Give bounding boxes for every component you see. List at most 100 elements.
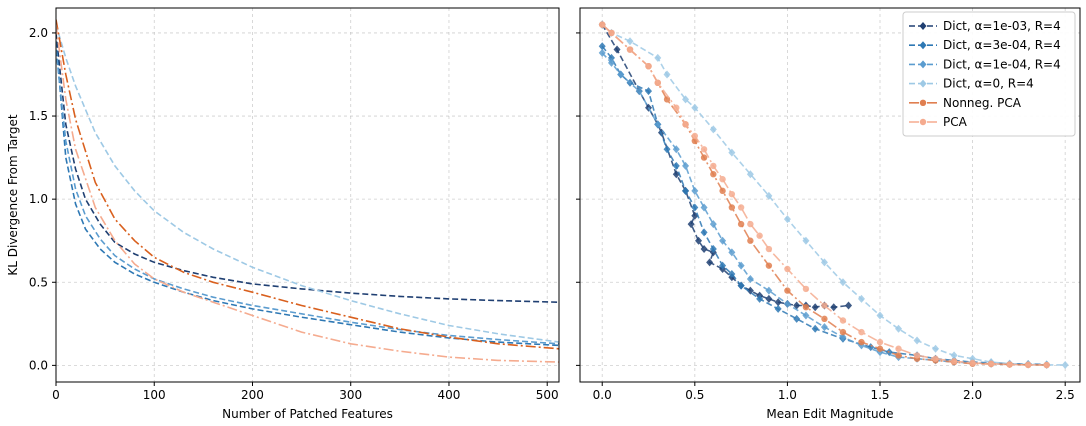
data-point <box>728 148 736 157</box>
y-tick-label: 0.0 <box>29 358 48 372</box>
data-point <box>709 220 717 229</box>
data-point <box>811 303 819 312</box>
legend-label: PCA <box>943 115 968 129</box>
data-point <box>857 294 865 303</box>
legend: Dict, α=1e-03, R=4 Dict, α=3e-04, R=4 Dict… <box>902 11 1076 137</box>
data-point <box>691 103 699 112</box>
series-line-1 <box>56 32 559 303</box>
data-point <box>765 245 773 253</box>
data-point <box>895 324 903 333</box>
data-point <box>783 215 791 224</box>
data-point <box>737 204 745 211</box>
data-point <box>599 21 606 28</box>
data-point <box>746 170 754 179</box>
data-point <box>746 274 754 283</box>
series-line-3 <box>56 49 559 345</box>
data-point <box>821 315 828 323</box>
legend-label: Dict, α=1e-04, R=4 <box>943 57 1061 71</box>
data-point <box>783 299 791 308</box>
data-point <box>626 46 634 53</box>
legend-marker <box>919 79 927 88</box>
axes-frame <box>55 7 560 383</box>
data-point <box>709 245 717 254</box>
data-point <box>821 302 828 309</box>
data-point <box>876 311 884 320</box>
legend-label: Dict, α=0, R=4 <box>943 77 1034 91</box>
data-point <box>617 70 625 79</box>
data-point <box>913 352 921 359</box>
data-point <box>719 236 727 245</box>
x-tick-label: 2.5 <box>1056 388 1075 402</box>
data-point <box>645 87 653 96</box>
data-point <box>1024 361 1032 369</box>
x-tick-label: 1.0 <box>778 388 797 402</box>
data-point <box>756 232 763 239</box>
data-point <box>830 303 838 312</box>
data-point <box>598 48 606 57</box>
data-point <box>1006 361 1013 368</box>
axes-panel-1: 0 100 200 300 400 500 0.0 0.5 1.0 1.5 2.0 Number of… <box>6 7 560 421</box>
plot-area <box>56 19 559 363</box>
y-tick-label: 2.0 <box>29 26 48 40</box>
data-point <box>839 278 847 287</box>
data-point <box>784 287 791 294</box>
data-point <box>635 87 643 96</box>
data-point <box>613 45 621 54</box>
axes-panel-2: 0.0 0.5 1.0 1.5 2.0 2.5 Mean Edit Magnitude Dic… <box>576 7 1081 421</box>
series-line-1 <box>601 24 849 309</box>
data-point <box>626 37 634 46</box>
data-point <box>710 162 717 170</box>
data-point <box>867 343 875 352</box>
data-point <box>672 161 680 170</box>
data-point <box>987 360 995 367</box>
data-point <box>663 145 671 154</box>
data-point <box>858 328 865 336</box>
data-point <box>820 258 828 267</box>
data-point <box>700 146 708 153</box>
data-point <box>950 351 958 360</box>
x-tick-label: 200 <box>241 388 264 402</box>
data-point <box>774 304 782 313</box>
data-point <box>728 190 736 198</box>
series-line-5 <box>601 24 1047 366</box>
data-point <box>895 352 902 359</box>
x-tick-label: 0.5 <box>685 388 704 402</box>
data-point <box>682 186 690 195</box>
data-point <box>811 324 819 333</box>
x-tick-label: 500 <box>536 388 559 402</box>
data-point <box>913 336 921 345</box>
legend-label: Dict, α=3e-04, R=4 <box>943 38 1061 52</box>
data-point <box>673 104 680 111</box>
y-axis-label: KL Divergence From Target <box>6 114 20 276</box>
data-point <box>784 265 791 273</box>
data-point <box>645 62 652 70</box>
data-point <box>710 171 717 178</box>
series-line-6 <box>56 24 559 363</box>
data-point <box>706 258 714 267</box>
data-point <box>774 298 782 307</box>
data-point <box>691 203 699 212</box>
data-point <box>765 286 773 295</box>
data-point <box>728 204 736 211</box>
legend-marker <box>919 118 927 126</box>
data-point <box>802 311 810 320</box>
legend-marker <box>919 99 927 107</box>
data-point <box>793 314 801 323</box>
data-point <box>737 281 745 290</box>
legend-item: PCA <box>909 115 968 129</box>
legend-item: Dict, α=1e-04, R=4 <box>909 57 1061 71</box>
legend-marker <box>919 60 927 69</box>
data-point <box>719 176 726 183</box>
data-point <box>700 203 708 212</box>
data-point <box>654 79 661 87</box>
data-point <box>691 186 699 195</box>
data-point <box>607 58 615 67</box>
data-point <box>654 53 662 62</box>
x-tick-label: 100 <box>143 388 166 402</box>
data-point <box>802 285 810 293</box>
x-axis-label: Mean Edit Magnitude <box>766 407 893 421</box>
data-point <box>608 29 615 37</box>
data-point <box>765 262 773 269</box>
